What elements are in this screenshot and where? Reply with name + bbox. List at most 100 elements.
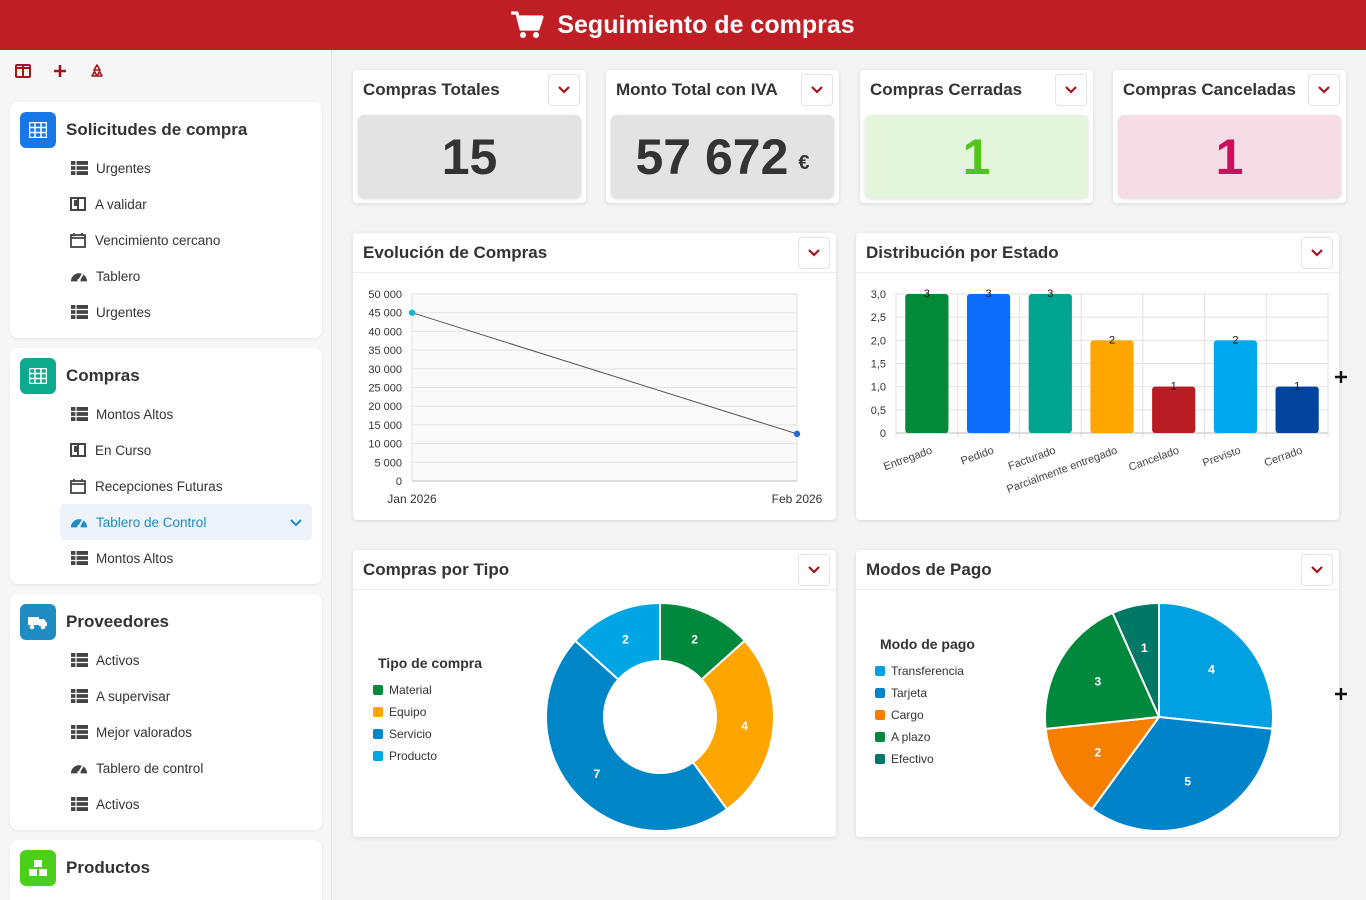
legend-entry[interactable]: Servicio bbox=[389, 727, 432, 741]
bar-data-label: 2 bbox=[1109, 334, 1115, 346]
sidebar-item-vencimiento-cercano[interactable]: Vencimiento cercano bbox=[10, 222, 322, 258]
bar[interactable] bbox=[1152, 386, 1196, 433]
chart-title: Compras por Tipo bbox=[353, 550, 836, 590]
legend-entry[interactable]: Producto bbox=[389, 749, 437, 763]
pie-slice[interactable] bbox=[573, 601, 661, 681]
y-tick-label: 50 000 bbox=[368, 289, 402, 301]
legend-entry[interactable]: Efectivo bbox=[891, 752, 934, 766]
add-row-button-2[interactable] bbox=[1330, 683, 1352, 705]
bar[interactable] bbox=[1090, 340, 1134, 433]
grid-icon bbox=[20, 358, 56, 394]
chevron-down-icon bbox=[1311, 249, 1323, 257]
kpi-card-compras-totales: Compras Totales 15 bbox=[353, 70, 586, 203]
legend-entry[interactable]: Equipo bbox=[389, 705, 427, 719]
legend-swatch bbox=[373, 685, 383, 695]
sidebar-item-urgentes-2[interactable]: Urgentes bbox=[10, 294, 322, 330]
add-row-button[interactable] bbox=[1330, 366, 1352, 388]
chevron-down-icon[interactable] bbox=[290, 515, 302, 530]
group-header-compras[interactable]: Compras bbox=[10, 356, 322, 396]
plus-icon bbox=[1335, 371, 1347, 383]
chart-title: Modos de Pago bbox=[856, 550, 1339, 590]
series-line bbox=[411, 312, 798, 435]
group-header-proveedores[interactable]: Proveedores bbox=[10, 602, 322, 642]
y-tick-label: 0 bbox=[880, 428, 886, 440]
legend-entry[interactable]: Transferencia bbox=[891, 664, 964, 678]
chart-card-tipo: Compras por Tipo Tipo de compra Material E… bbox=[353, 550, 836, 837]
sidebar-item-a-validar[interactable]: A validar bbox=[10, 186, 322, 222]
card-menu-button[interactable] bbox=[1308, 74, 1340, 106]
slice-label: 4 bbox=[1208, 663, 1215, 677]
card-menu-button[interactable] bbox=[798, 237, 830, 269]
y-tick-label: 25 000 bbox=[368, 383, 402, 395]
sidebar-item-mejor-valorados[interactable]: Mejor valorados bbox=[10, 714, 322, 750]
card-menu-button[interactable] bbox=[1055, 74, 1087, 106]
sidebar-group-productos: Productos bbox=[10, 840, 322, 900]
chevron-down-icon bbox=[808, 566, 820, 574]
plus-icon bbox=[1335, 688, 1347, 700]
card-menu-button[interactable] bbox=[1301, 554, 1333, 586]
bar-chart: 00,51,01,52,02,53,0 3Entregado3Pedido3Fac… bbox=[871, 288, 1329, 496]
y-tick-label: 0,5 bbox=[871, 405, 886, 417]
legend-entry[interactable]: A plazo bbox=[891, 730, 931, 744]
layout-icon[interactable] bbox=[12, 60, 34, 82]
chart-card-estado: Distribución por Estado 0 0,5 1,0 1,5 2,0 2,5… bbox=[856, 233, 1339, 520]
chart-title-text: Distribución por Estado bbox=[866, 242, 1059, 262]
kpi-title-text: Compras Cerradas bbox=[870, 80, 1023, 99]
bar[interactable] bbox=[1213, 340, 1258, 433]
sidebar-item-recepciones-futuras[interactable]: Recepciones Futuras bbox=[10, 468, 322, 504]
chart-title: Distribución por Estado bbox=[856, 233, 1339, 273]
x-tick-label: Previsto bbox=[1201, 445, 1242, 470]
sidebar-item-activos[interactable]: Activos bbox=[10, 642, 322, 678]
pie-slice[interactable] bbox=[1090, 715, 1274, 832]
card-menu-button[interactable] bbox=[801, 74, 833, 106]
sidebar-item-en-curso[interactable]: En Curso bbox=[10, 432, 322, 468]
sidebar-item-tablero[interactable]: Tablero bbox=[10, 258, 322, 294]
bar[interactable] bbox=[1028, 294, 1072, 433]
pie-slice[interactable] bbox=[1111, 601, 1160, 718]
y-tick-label: 1,0 bbox=[871, 382, 886, 394]
pie-slice[interactable] bbox=[1044, 611, 1161, 731]
bar[interactable] bbox=[905, 294, 949, 433]
legend-swatch bbox=[875, 754, 885, 764]
card-menu-button[interactable] bbox=[798, 554, 830, 586]
grid-icon bbox=[20, 112, 56, 148]
kpi-value: 57 672 bbox=[635, 128, 789, 185]
sidebar-item-tablero-de-control[interactable]: Tablero de Control bbox=[60, 504, 312, 540]
legend-entry[interactable]: Cargo bbox=[891, 708, 924, 722]
table-icon bbox=[70, 724, 88, 740]
sidebar-item-montos-altos[interactable]: Montos Altos bbox=[10, 396, 322, 432]
kpi-value: 15 bbox=[441, 128, 498, 185]
sidebar-toolbar bbox=[0, 50, 331, 92]
table-icon bbox=[70, 406, 88, 422]
pie-slice[interactable] bbox=[545, 639, 729, 832]
plus-icon[interactable] bbox=[49, 60, 71, 82]
legend-entry[interactable]: Tarjeta bbox=[891, 686, 927, 700]
donut-chart: Tipo de compra Material Equipo Servicio Prod… bbox=[373, 601, 775, 832]
bar[interactable] bbox=[1275, 386, 1319, 433]
kpi-card-monto-total: Monto Total con IVA 57 672 € bbox=[606, 70, 839, 203]
kpi-title-text: Compras Totales bbox=[363, 80, 500, 99]
pie-slice[interactable] bbox=[1158, 601, 1274, 731]
recycle-icon[interactable] bbox=[86, 60, 108, 82]
sidebar-item-activos-2[interactable]: Activos bbox=[10, 786, 322, 822]
sidebar-item-urgentes[interactable]: Urgentes bbox=[10, 150, 322, 186]
legend-entry[interactable]: Material bbox=[389, 683, 432, 697]
data-point[interactable] bbox=[408, 309, 416, 316]
bar[interactable] bbox=[966, 294, 1011, 433]
card-menu-button[interactable] bbox=[1301, 237, 1333, 269]
pie-slice[interactable] bbox=[1044, 715, 1162, 811]
table-icon bbox=[70, 796, 88, 812]
group-header-solicitudes[interactable]: Solicitudes de compra bbox=[10, 110, 322, 150]
x-tick-label: Parcialmente entregado bbox=[1005, 445, 1119, 496]
sidebar-group-proveedores: Proveedores Activos A supervisar Mejor v… bbox=[10, 594, 322, 830]
data-point[interactable] bbox=[793, 430, 801, 438]
x-tick-label: Jan 2026 bbox=[387, 492, 437, 506]
sidebar-item-montos-altos-2[interactable]: Montos Altos bbox=[10, 540, 322, 576]
sidebar-item-tablero-control-prov[interactable]: Tablero de control bbox=[10, 750, 322, 786]
table-icon bbox=[70, 652, 88, 668]
card-menu-button[interactable] bbox=[548, 74, 580, 106]
group-header-productos[interactable]: Productos bbox=[10, 848, 322, 888]
pie-slice[interactable] bbox=[691, 639, 775, 811]
slice-label: 2 bbox=[691, 632, 698, 646]
sidebar-item-a-supervisar[interactable]: A supervisar bbox=[10, 678, 322, 714]
